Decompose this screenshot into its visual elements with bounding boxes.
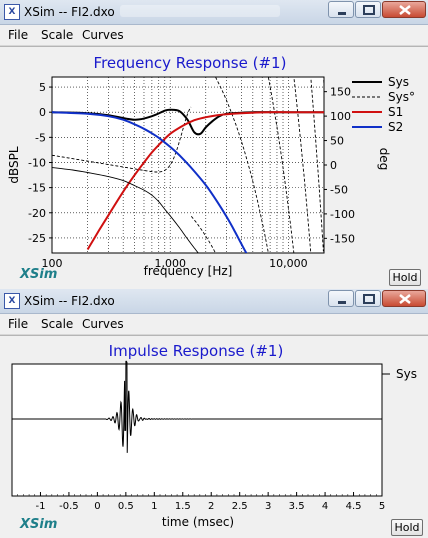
xsim-app-icon[interactable]: X: [4, 293, 20, 309]
minimize-button[interactable]: [328, 290, 354, 307]
chart-title: Frequency Response (#1): [94, 54, 287, 72]
y-tick-label: 0: [39, 106, 46, 119]
frequency-response-window: X XSim -- FI2.dxo File Scale Curves Freq…: [0, 0, 428, 290]
legend-s1-label: S1: [388, 105, 403, 119]
xsim-brand-logo: XSim: [20, 267, 58, 282]
y-tick-label: 5: [39, 81, 46, 94]
x-tick-label: 3: [265, 501, 271, 512]
plot-area: [11, 363, 383, 497]
series-thin-reference: [52, 167, 199, 253]
legend-sys-label: Sys: [396, 367, 417, 381]
title-bar[interactable]: X XSim -- FI2.dxo: [0, 0, 428, 25]
x-tick-label: 1.5: [175, 501, 191, 512]
x-tick-label: -0.5: [59, 501, 79, 512]
hold-button[interactable]: Hold: [389, 269, 421, 286]
x-tick-label: 4: [322, 501, 328, 512]
legend-sys-label: Sys: [388, 75, 409, 89]
y2-tick-label: -50: [330, 183, 348, 196]
y2-tick-label: 50: [330, 135, 344, 148]
maximize-button[interactable]: [355, 1, 381, 18]
series-sys-phase: [51, 76, 325, 253]
x-tick-label: 2.5: [232, 501, 248, 512]
close-button[interactable]: [382, 290, 426, 307]
legend-s2-label: S2: [388, 120, 403, 134]
y-tick-label: -25: [28, 232, 46, 245]
close-button[interactable]: [382, 1, 426, 18]
x-tick-label: 3.5: [289, 501, 305, 512]
menu-bar: File Scale Curves: [0, 25, 428, 46]
window-title: XSim -- FI2.dxo: [24, 294, 115, 308]
menu-curves[interactable]: Curves: [82, 28, 124, 42]
maximize-button[interactable]: [355, 290, 381, 307]
title-bar-glass-ghost: [120, 5, 280, 17]
menu-scale[interactable]: Scale: [41, 28, 74, 42]
frequency-response-chart: Frequency Response (#1) 50-5-10-15-20-25…: [7, 54, 415, 278]
y-tick-label: -5: [35, 131, 46, 144]
x-tick-label: 0.5: [118, 501, 134, 512]
x-tick-label: 5: [379, 501, 385, 512]
y-tick-label: -20: [28, 207, 46, 220]
menu-file[interactable]: File: [8, 28, 29, 42]
hold-button[interactable]: Hold: [391, 519, 423, 536]
series-s2: [52, 111, 248, 253]
impulse-response-client: Impulse Response (#1) -1 -0.5 0 0.5 1 1.5 2 2.5…: [0, 335, 428, 538]
x-tick-label: 1,000: [154, 257, 186, 270]
menu-file[interactable]: File: [8, 317, 29, 331]
x-tick-label: 0: [94, 501, 100, 512]
menu-bar: File Scale Curves: [0, 314, 428, 335]
chart-title: Impulse Response (#1): [109, 342, 284, 360]
x-axis-label: frequency [Hz]: [144, 264, 233, 278]
y-tick-label: -15: [28, 182, 46, 195]
window-title: XSim -- FI2.dxo: [24, 5, 115, 19]
legend-sys-phase-label: Sys°: [388, 90, 415, 104]
impulse-response-window: X XSim -- FI2.dxo File Scale Curves Impu…: [0, 289, 428, 538]
minimize-button[interactable]: [328, 1, 354, 18]
frequency-response-client: Frequency Response (#1) 5 0 -5 -10 -15 -20 -25…: [0, 46, 428, 290]
y2-axis-label: deg: [377, 148, 391, 171]
y2-tick-label: 0: [330, 159, 337, 172]
menu-scale[interactable]: Scale: [41, 317, 74, 331]
x-tick-label: -1: [35, 501, 45, 512]
x-tick-label: 1: [151, 501, 157, 512]
y-tick-label: -10: [28, 156, 46, 169]
x-tick-label: 10,000: [269, 257, 308, 270]
x-tick-label: 2: [208, 501, 214, 512]
series-s1: [86, 111, 324, 251]
xsim-app-icon[interactable]: X: [4, 4, 20, 20]
menu-curves[interactable]: Curves: [82, 317, 124, 331]
x-tick-label: 100: [42, 257, 63, 270]
series-sys-impulse: [12, 360, 382, 453]
xsim-brand-logo: XSim: [20, 517, 58, 532]
y2-tick-label: 150: [330, 86, 351, 99]
x-axis-label: time (msec): [162, 515, 234, 529]
y2-tick-label: 100: [330, 110, 351, 123]
y2-tick-label: -100: [330, 208, 355, 221]
y2-tick-label: -150: [330, 232, 355, 245]
y-axis-label: dBSPL: [7, 146, 21, 183]
title-bar[interactable]: X XSim -- FI2.dxo: [0, 289, 428, 314]
impulse-response-chart: Impulse Response (#1) -1 -0.5 0 0.5 1 1.5 2 2.5…: [11, 342, 417, 529]
x-tick-label: 4.5: [346, 501, 362, 512]
